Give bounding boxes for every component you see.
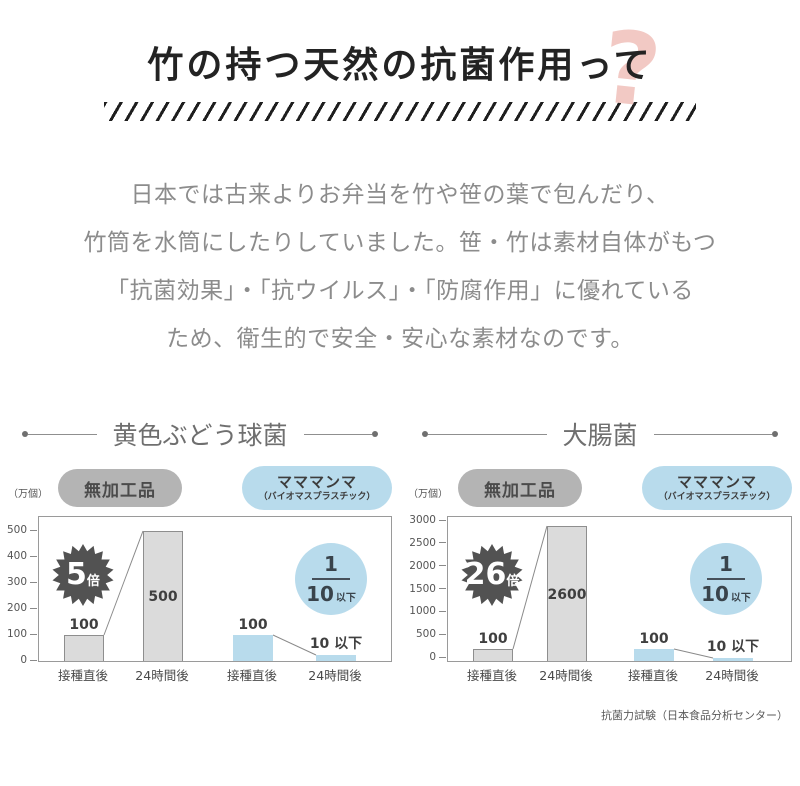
legend-product-name: マママンマ bbox=[676, 473, 757, 491]
y-axis-unit: （万個） bbox=[8, 489, 48, 500]
charts-row: 黄色ぶどう球菌 （万個） 無加工品 マママンマ （バイオマスプラスチック） 50… bbox=[0, 417, 800, 705]
reduction-circle: 1 10 以下 bbox=[690, 543, 762, 615]
page-title: 竹の持つ天然の抗菌作用って bbox=[147, 45, 653, 86]
legend-product-name: マママンマ bbox=[276, 473, 357, 491]
section-header-ecoli: 大腸菌 bbox=[400, 417, 800, 451]
bar-value-label: 100 bbox=[238, 617, 268, 633]
x-axis-label: 24時間後 bbox=[705, 668, 759, 683]
legend-untreated-label: 無加工品 bbox=[484, 480, 556, 501]
legend-product-badge: マママンマ （バイオマスプラスチック） bbox=[642, 466, 792, 510]
x-axis-label: 24時間後 bbox=[539, 668, 593, 683]
reduction-numerator: 1 bbox=[324, 552, 338, 576]
plot-area: 100 500 100 10 以下 5 倍 1 10 以下 bbox=[38, 516, 392, 662]
x-axis-label: 接種直後 bbox=[57, 668, 108, 683]
header-dot-left bbox=[422, 431, 428, 437]
bar bbox=[233, 635, 273, 661]
chart-column-staphylococcus: 黄色ぶどう球菌 （万個） 無加工品 マママンマ （バイオマスプラスチック） 50… bbox=[0, 417, 400, 705]
x-axis-label: 24時間後 bbox=[308, 668, 362, 683]
reduction-denominator: 10 bbox=[701, 582, 729, 606]
bar bbox=[316, 655, 356, 661]
header-dot-right bbox=[772, 431, 779, 437]
bar-value-label: 2600 bbox=[547, 586, 587, 603]
multiplier-suffix: 倍 bbox=[86, 573, 100, 589]
legend-product-subname: （バイオマスプラスチック） bbox=[258, 491, 376, 502]
intro-line: 竹筒を水筒にしたりしていました。笹・竹は素材自体がもつ bbox=[83, 230, 717, 256]
x-axis-label: 接種直後 bbox=[226, 668, 277, 683]
legend-untreated-badge: 無加工品 bbox=[58, 469, 182, 507]
bar-chart-staphylococcus: （万個） 無加工品 マママンマ （バイオマスプラスチック） 500 400 300 2… bbox=[0, 465, 400, 705]
legend-product-subname: （バイオマスプラスチック） bbox=[658, 491, 776, 502]
connector-lines bbox=[448, 517, 791, 661]
legend-untreated-label: 無加工品 bbox=[84, 480, 156, 501]
intro-line: ため、衛生的で安全・安心な素材なのです。 bbox=[166, 326, 634, 352]
header-line-right bbox=[303, 433, 373, 435]
bar bbox=[547, 526, 587, 661]
reduction-suffix: 以下 bbox=[335, 593, 356, 604]
x-axis-label: 接種直後 bbox=[466, 668, 517, 683]
multiplier-suffix: 倍 bbox=[506, 573, 520, 589]
y-axis-unit: （万個） bbox=[408, 489, 448, 500]
chart-column-ecoli: 大腸菌 （万個） 無加工品 マママンマ （バイオマスプラスチック） 3000 25… bbox=[400, 417, 800, 705]
legend-untreated-badge: 無加工品 bbox=[458, 469, 582, 507]
test-source-note: 抗菌力試験（日本食品分析センター） bbox=[601, 709, 788, 722]
section-title: 大腸菌 bbox=[562, 421, 638, 450]
bar bbox=[473, 649, 513, 661]
fraction-bar bbox=[707, 578, 745, 580]
intro-line: 「抗菌効果」・「抗ウイルス」・「防腐作用」に優れている bbox=[106, 278, 694, 304]
fraction-bar bbox=[312, 578, 350, 580]
bar-value-label: 100 bbox=[69, 617, 99, 633]
header-dot-left bbox=[22, 431, 28, 437]
section-title: 黄色ぶどう球菌 bbox=[112, 421, 288, 450]
header-line-left bbox=[428, 433, 547, 435]
plot-area: 100 2600 100 10 以下 26 倍 1 10 以下 bbox=[447, 516, 792, 662]
intro-text: 日本では古来よりお弁当を竹や笹の葉で包んだり、 竹筒を水筒にしたりしていました。… bbox=[0, 171, 800, 363]
x-axis-label: 接種直後 bbox=[627, 668, 678, 683]
intro-line: 日本では古来よりお弁当を竹や笹の葉で包んだり、 bbox=[130, 182, 670, 208]
x-axis-labels: 接種直後 24時間後 接種直後 24時間後 bbox=[400, 665, 800, 685]
bar-value-label: 100 bbox=[639, 631, 669, 647]
multiplier-text: 5 倍 bbox=[52, 544, 114, 606]
bar-value-label: 10 以下 bbox=[706, 639, 760, 655]
bar bbox=[634, 649, 674, 661]
bar-value-label: 10 以下 bbox=[309, 636, 363, 652]
multiplier-value: 5 bbox=[66, 557, 87, 592]
multiplier-value: 26 bbox=[464, 557, 507, 592]
multiplier-starburst: 26 倍 bbox=[461, 544, 523, 606]
legend-product-badge: マママンマ （バイオマスプラスチック） bbox=[242, 466, 392, 510]
header-line-left bbox=[28, 433, 97, 435]
multiplier-text: 26 倍 bbox=[461, 544, 523, 606]
bar-chart-ecoli: （万個） 無加工品 マママンマ （バイオマスプラスチック） 3000 2500 20… bbox=[400, 465, 800, 705]
header-dot-right bbox=[372, 431, 379, 437]
header-line-right bbox=[653, 433, 773, 435]
section-header-staphylococcus: 黄色ぶどう球菌 bbox=[0, 417, 400, 451]
reduction-denominator: 10 bbox=[306, 582, 334, 606]
reduction-circle: 1 10 以下 bbox=[295, 543, 367, 615]
x-axis-label: 24時間後 bbox=[135, 668, 189, 683]
multiplier-starburst: 5 倍 bbox=[52, 544, 114, 606]
title-block: ? 竹の持つ天然の抗菌作用って bbox=[0, 0, 800, 131]
starburst-icon bbox=[52, 544, 114, 606]
reduction-suffix: 以下 bbox=[730, 593, 751, 604]
bar-value-label: 500 bbox=[148, 589, 178, 605]
hatch-divider bbox=[104, 102, 696, 121]
connector-lines bbox=[39, 517, 391, 661]
bar bbox=[64, 635, 104, 661]
reduction-numerator: 1 bbox=[719, 552, 733, 576]
x-axis-labels: 接種直後 24時間後 接種直後 24時間後 bbox=[0, 665, 400, 685]
bar-value-label: 100 bbox=[478, 631, 508, 647]
starburst-icon bbox=[461, 544, 523, 606]
bar bbox=[713, 658, 753, 661]
bar bbox=[143, 531, 183, 661]
